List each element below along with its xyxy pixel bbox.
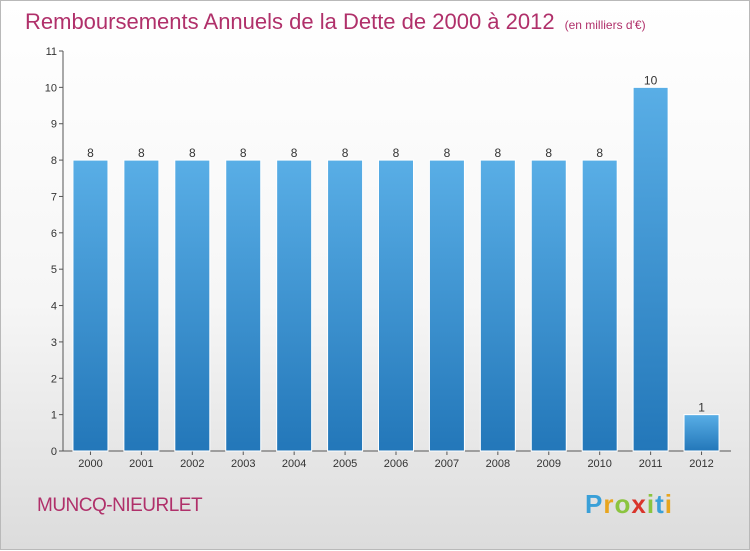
logo-letter: t bbox=[655, 489, 665, 519]
bar bbox=[123, 159, 160, 452]
town-name: MUNCQ-NIEURLET bbox=[37, 495, 203, 516]
data-label: 8 bbox=[342, 146, 349, 160]
bar bbox=[530, 159, 567, 452]
x-tick-label: 2006 bbox=[384, 458, 408, 470]
bar bbox=[479, 159, 516, 452]
bar bbox=[225, 159, 262, 452]
data-label: 1 bbox=[698, 401, 705, 415]
data-label: 8 bbox=[495, 146, 502, 160]
y-tick-label: 0 bbox=[51, 446, 57, 458]
x-tick-label: 2003 bbox=[231, 458, 255, 470]
data-label: 8 bbox=[596, 146, 603, 160]
bar bbox=[276, 159, 313, 452]
y-tick-label: 9 bbox=[51, 119, 57, 131]
data-label: 8 bbox=[393, 146, 400, 160]
data-label: 8 bbox=[545, 146, 552, 160]
x-tick-label: 2009 bbox=[537, 458, 561, 470]
bar bbox=[327, 159, 364, 452]
bar bbox=[428, 159, 465, 452]
chart-title: Remboursements Annuels de la Dette de 20… bbox=[25, 9, 646, 35]
y-tick-label: 6 bbox=[51, 228, 57, 240]
logo-letter: x bbox=[631, 489, 647, 519]
bars bbox=[72, 86, 720, 452]
bar bbox=[174, 159, 211, 452]
data-label: 8 bbox=[189, 146, 196, 160]
logo-letter: P bbox=[585, 489, 604, 519]
data-label: 10 bbox=[644, 73, 658, 87]
data-label: 8 bbox=[444, 146, 451, 160]
y-tick-label: 2 bbox=[51, 373, 57, 385]
x-tick-label: 2010 bbox=[587, 458, 611, 470]
data-label: 8 bbox=[240, 146, 247, 160]
y-tick-label: 10 bbox=[45, 82, 57, 94]
bar bbox=[378, 159, 414, 452]
x-tick-label: 2004 bbox=[282, 458, 306, 470]
y-tick-label: 11 bbox=[46, 46, 57, 58]
axes: 0 1 2 3 4 5 6 7 8 9 10 11 2000 2001 2002 2003 2004 2005 20… bbox=[45, 46, 731, 470]
bar bbox=[72, 159, 109, 452]
x-tick-label: 2001 bbox=[129, 458, 153, 470]
logo-letter: r bbox=[603, 489, 615, 519]
logo-letter: o bbox=[614, 489, 632, 519]
x-tick-label: 2005 bbox=[333, 458, 357, 470]
x-tick-label: 2012 bbox=[689, 458, 713, 470]
proxiti-logo: Proxiti bbox=[585, 489, 673, 520]
data-label: 8 bbox=[138, 146, 145, 160]
y-tick-label: 8 bbox=[51, 155, 57, 167]
data-label: 8 bbox=[87, 146, 94, 160]
y-tick-label: 7 bbox=[51, 191, 57, 203]
y-tick-label: 5 bbox=[51, 264, 57, 276]
bar bbox=[632, 86, 669, 452]
x-tick-label: 2002 bbox=[180, 458, 204, 470]
unit-label: (en milliers d'€) bbox=[564, 18, 646, 32]
bar bbox=[581, 159, 618, 452]
x-tick-label: 2008 bbox=[486, 458, 510, 470]
x-tick-label: 2000 bbox=[78, 458, 102, 470]
logo-letter: i bbox=[664, 489, 673, 519]
bar bbox=[683, 414, 720, 452]
y-tick-label: 1 bbox=[51, 410, 57, 422]
x-tick-label: 2007 bbox=[435, 458, 459, 470]
title-text: Remboursements Annuels de la Dette de 20… bbox=[25, 9, 555, 34]
y-tick-label: 3 bbox=[51, 337, 57, 349]
data-label: 8 bbox=[291, 146, 298, 160]
data-labels: 8 8 8 8 8 8 8 8 8 8 8 10 1 bbox=[87, 73, 705, 414]
logo-letter: i bbox=[646, 489, 656, 519]
y-tick-label: 4 bbox=[51, 301, 57, 313]
x-tick-label: 2011 bbox=[639, 458, 663, 470]
